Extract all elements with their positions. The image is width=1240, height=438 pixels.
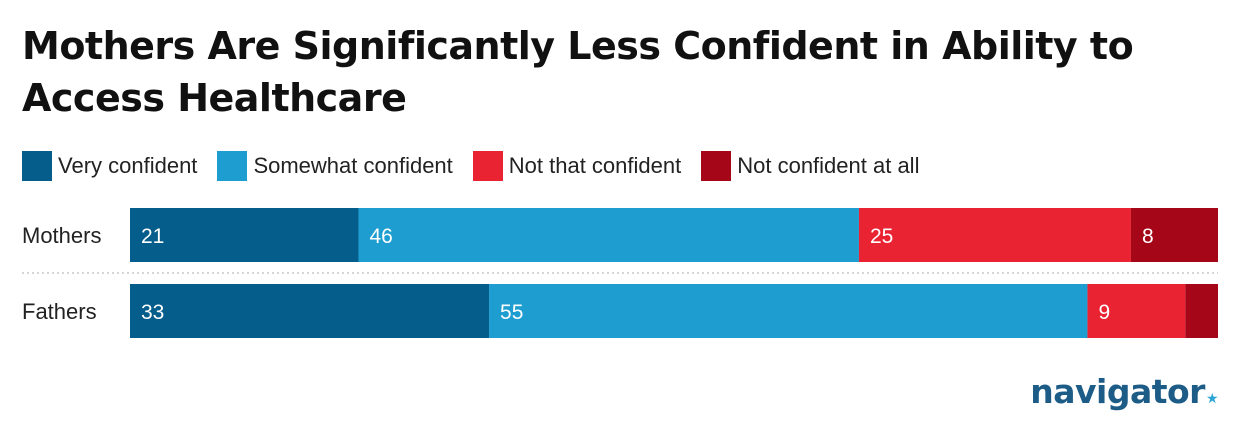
- legend-item: Not that confident: [472, 151, 682, 181]
- bar-segment: [489, 284, 1088, 338]
- category-label: Mothers: [22, 223, 101, 248]
- legend: Very confident Somewhat confident Not that…: [22, 150, 939, 182]
- legend-label: Not confident at all: [737, 153, 920, 178]
- legend-swatch: [217, 151, 248, 181]
- data-label: 8: [1142, 225, 1154, 248]
- legend-item: Somewhat confident: [217, 151, 453, 181]
- legend-swatch: [701, 151, 732, 181]
- bar-segment: [130, 284, 490, 338]
- legend-swatch: [22, 151, 52, 181]
- bar-segment: [1087, 284, 1186, 338]
- bar-segment: [1185, 284, 1218, 338]
- data-label: 21: [141, 225, 164, 248]
- bar-segment: [358, 208, 859, 262]
- legend-swatch: [472, 151, 503, 181]
- chart-title: Mothers Are Significantly Less Confident…: [22, 24, 1134, 120]
- data-label: 55: [500, 301, 523, 324]
- navigator-logo: navigator★: [1030, 372, 1218, 411]
- category-label: Fathers: [22, 299, 97, 324]
- logo-text: navigator: [1030, 372, 1205, 411]
- data-label: 46: [369, 225, 392, 248]
- bar-segment: [130, 208, 359, 262]
- data-label: 25: [870, 225, 893, 248]
- legend-item: Very confident: [22, 151, 197, 181]
- legend-label: Not that confident: [508, 153, 682, 178]
- stacked-bar-chart: Mothers 21 46 25 8 Fathers 33 55 9: [22, 208, 1218, 338]
- legend-item: Not confident at all: [701, 151, 919, 181]
- legend-label: Very confident: [58, 153, 198, 178]
- data-label: 9: [1098, 301, 1110, 324]
- legend-label: Somewhat confident: [253, 153, 453, 178]
- bar-segment: [858, 208, 1131, 262]
- star-icon: ★: [1205, 391, 1219, 407]
- data-label: 33: [141, 301, 164, 324]
- bar-segment: [1130, 208, 1218, 262]
